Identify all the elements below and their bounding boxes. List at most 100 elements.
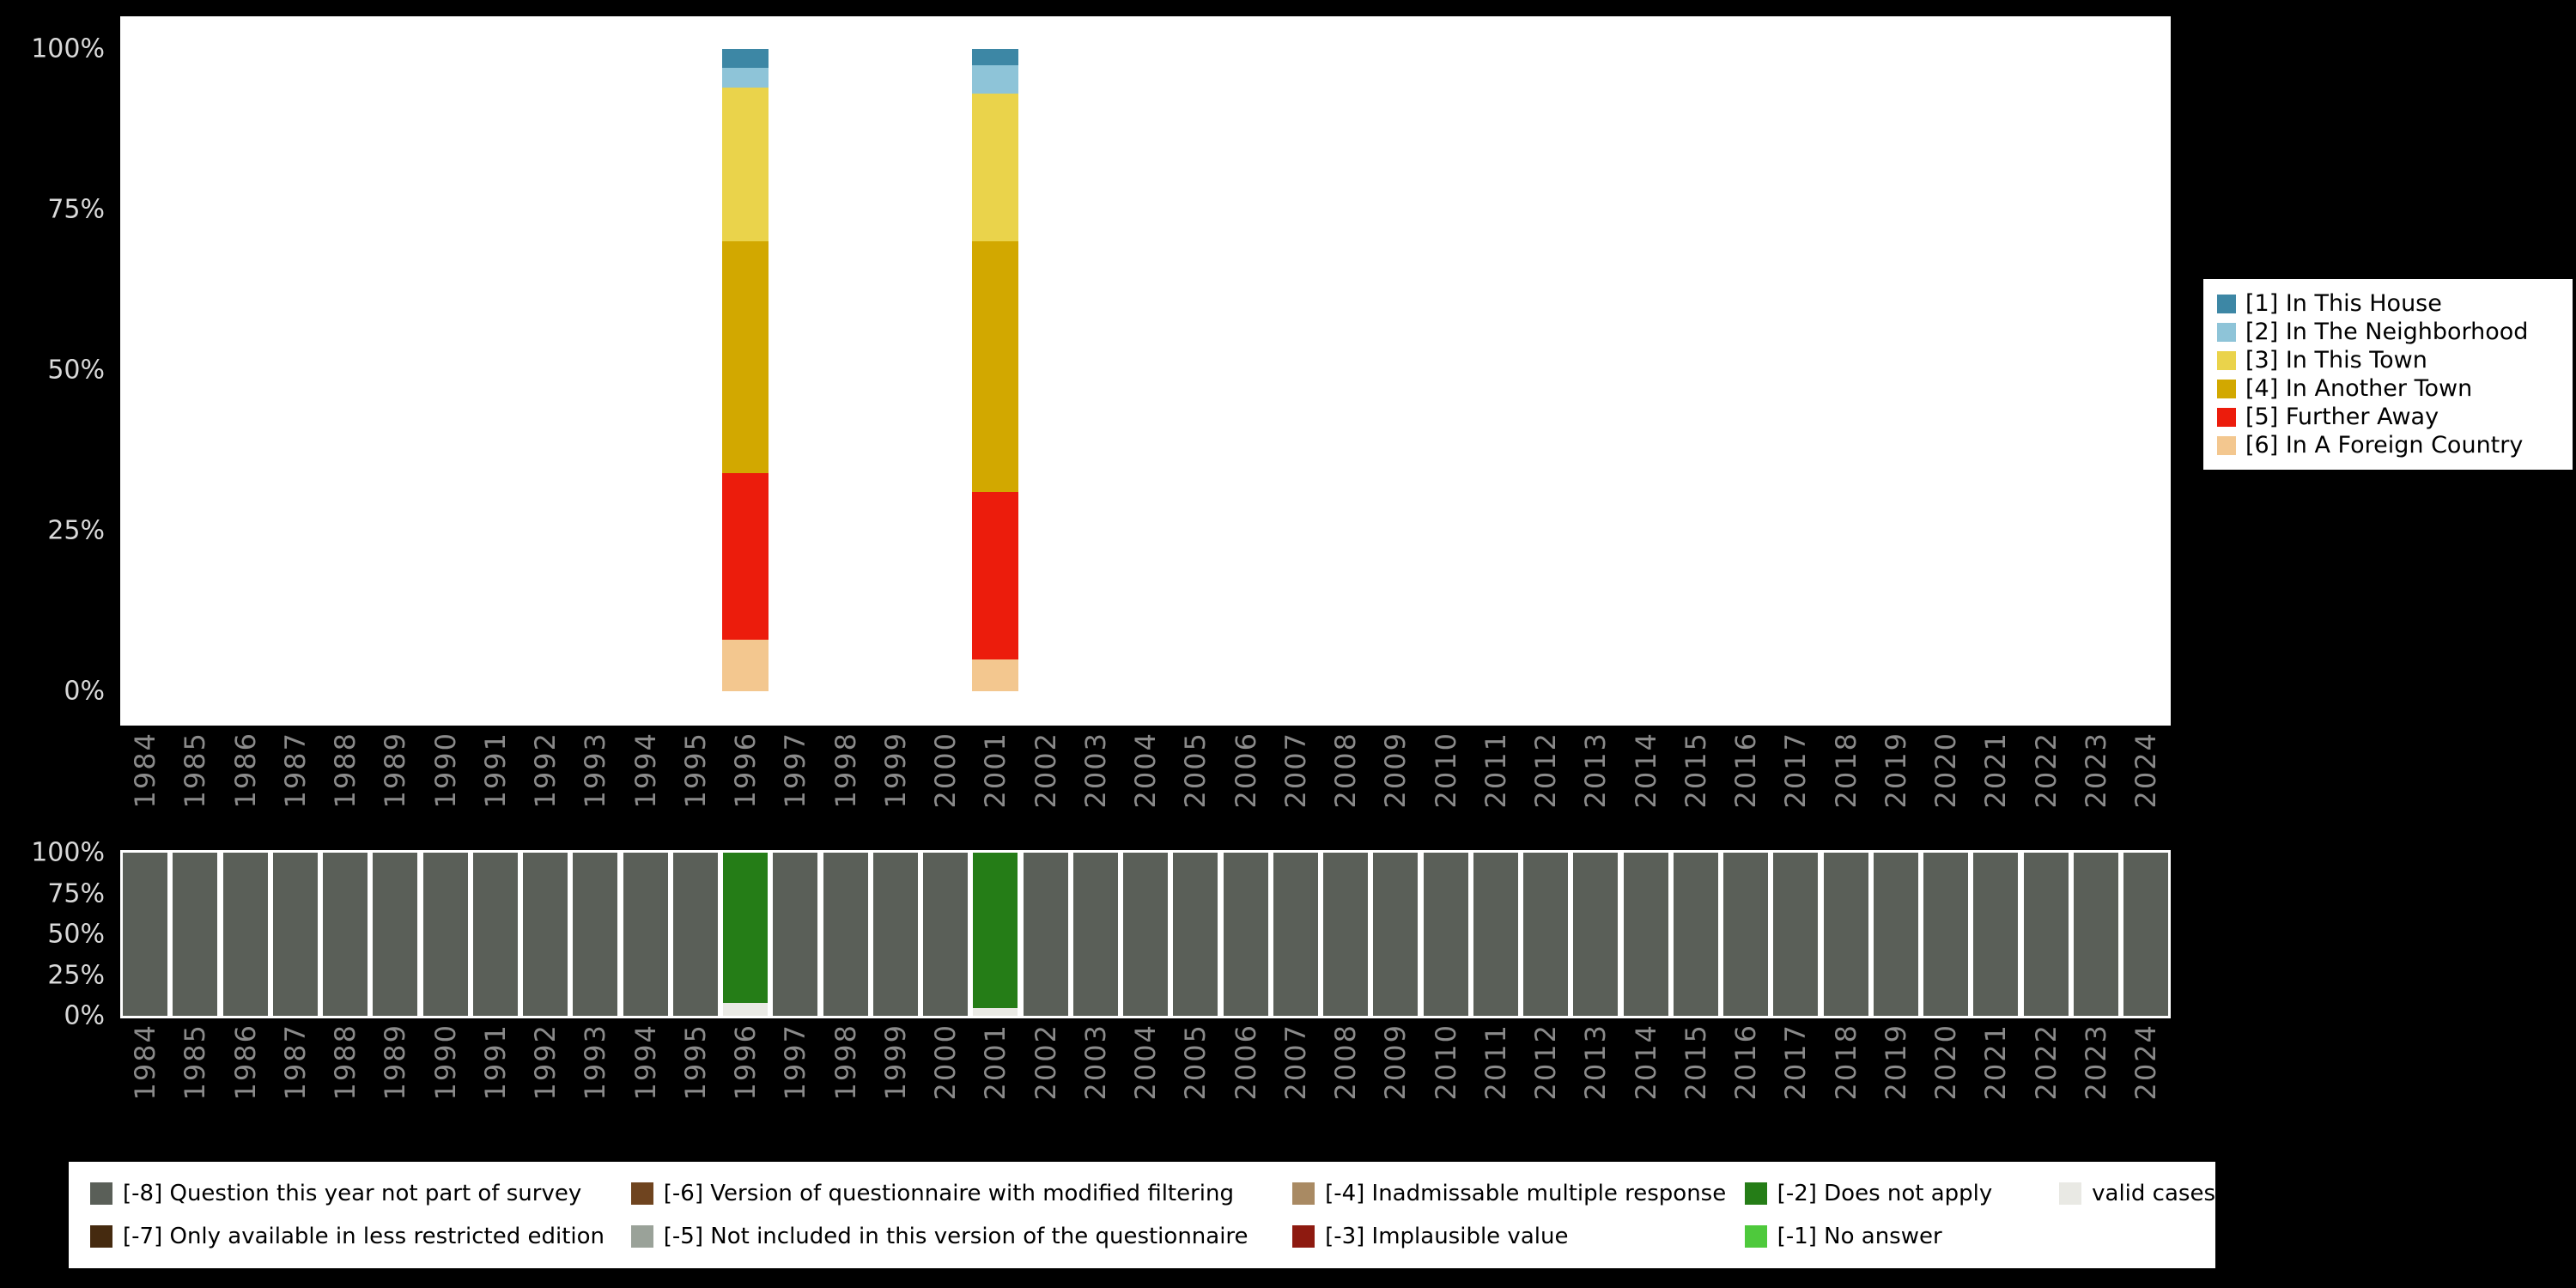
x-tick-2016: 2016 xyxy=(1721,732,1771,830)
x-tick-1985: 1985 xyxy=(170,732,220,830)
stacked-bar-1985 xyxy=(172,49,218,691)
bar-segment xyxy=(973,1007,1018,1016)
stacked-bar-1987 xyxy=(272,49,319,691)
legend-item: [-1] No answer xyxy=(1744,1215,2059,1258)
bar-column-2001 xyxy=(970,49,1020,691)
bar-segment xyxy=(723,853,769,1003)
x-axis-label: 1994 xyxy=(629,732,662,809)
stacked-bar-2008 xyxy=(1322,49,1369,691)
x-tick-2013: 2013 xyxy=(1571,732,1620,830)
stacked-bar-2013 xyxy=(1572,49,1619,691)
x-axis-label: 2010 xyxy=(1429,1024,1462,1101)
x-tick-1995: 1995 xyxy=(671,1024,720,1122)
x-tick-2015: 2015 xyxy=(1671,1024,1721,1122)
x-tick-2000: 2000 xyxy=(920,732,970,830)
x-tick-2010: 2010 xyxy=(1421,1024,1471,1122)
x-axis-label: 1993 xyxy=(579,732,612,809)
stacked-bar-2004 xyxy=(1123,853,1169,1016)
x-axis-label: 1987 xyxy=(278,732,312,809)
x-tick-2015: 2015 xyxy=(1671,732,1721,830)
missings-bars xyxy=(120,853,2171,1016)
x-tick-1991: 1991 xyxy=(471,1024,520,1122)
x-axis-label: 1993 xyxy=(579,1024,612,1101)
legend-item: [-6] Version of questionnaire with modif… xyxy=(630,1172,1292,1215)
x-axis-label: 1999 xyxy=(878,732,912,809)
bar-column-2003 xyxy=(1071,853,1121,1016)
bar-column-1991 xyxy=(471,853,520,1016)
stacked-bar-2020 xyxy=(1923,49,1969,691)
x-axis-label: 1991 xyxy=(478,732,512,809)
bar-segment xyxy=(823,853,868,1016)
stacked-bar-2021 xyxy=(1973,853,2019,1016)
x-tick-2014: 2014 xyxy=(1621,1024,1671,1122)
bar-column-1987 xyxy=(270,853,320,1016)
x-axis-label: 2022 xyxy=(2029,1024,2063,1101)
bar-column-2022 xyxy=(2021,49,2071,691)
stacked-bar-1995 xyxy=(672,853,718,1016)
x-tick-1999: 1999 xyxy=(871,732,920,830)
x-tick-2017: 2017 xyxy=(1771,1024,1820,1122)
bar-column-1988 xyxy=(320,853,370,1016)
x-axis-label: 2024 xyxy=(2129,732,2163,809)
bar-column-2018 xyxy=(1821,49,1871,691)
stacked-bar-1992 xyxy=(523,853,568,1016)
bar-column-2019 xyxy=(1871,853,1921,1016)
x-tick-2019: 2019 xyxy=(1871,732,1921,830)
y-axis-label: 75% xyxy=(47,878,105,908)
bar-column-2018 xyxy=(1821,853,1871,1016)
legend-item: [-7] Only available in less restricted e… xyxy=(90,1215,631,1258)
bar-column-1991 xyxy=(471,49,520,691)
x-axis-label: 2017 xyxy=(1779,732,1813,809)
x-axis-label: 1997 xyxy=(779,1024,812,1101)
bar-segment xyxy=(1023,853,1068,1016)
stacked-bar-1997 xyxy=(772,49,818,691)
x-axis-label: 2021 xyxy=(1979,732,2013,809)
stacked-bar-1998 xyxy=(823,853,868,1016)
stacked-bar-2000 xyxy=(923,853,969,1016)
bar-segment xyxy=(2023,853,2069,1016)
legend-item: [-5] Not included in this version of the… xyxy=(630,1215,1292,1258)
x-axis-label: 2011 xyxy=(1479,732,1512,809)
bar-column-2006 xyxy=(1221,49,1271,691)
missings-y-axis: 100% 75% 50% 25% 0% xyxy=(0,838,113,1031)
bar-segment xyxy=(972,94,1019,242)
distribution-x-axis: 1984 1985 1986 1987 1988 1989 1990 1991 1992 1993… xyxy=(120,732,2171,830)
x-tick-2010: 2010 xyxy=(1421,732,1471,830)
bar-segment xyxy=(1072,853,1118,1016)
bar-column-1988 xyxy=(320,49,370,691)
stacked-bar-2012 xyxy=(1523,853,1569,1016)
legend-swatch xyxy=(1292,1182,1315,1205)
bar-column-1994 xyxy=(621,853,671,1016)
bar-column-2000 xyxy=(920,49,970,691)
x-tick-2022: 2022 xyxy=(2021,732,2071,830)
x-tick-2003: 2003 xyxy=(1071,1024,1121,1122)
legend-label: [-7] Only available in less restricted e… xyxy=(123,1224,605,1249)
distribution-legend: [1] In This House [2] In The Neighborhood… xyxy=(2203,279,2573,470)
x-axis-label: 2001 xyxy=(979,1024,1012,1101)
stacked-bar-2003 xyxy=(1072,853,1118,1016)
x-axis-label: 2014 xyxy=(1629,732,1662,809)
x-tick-1990: 1990 xyxy=(421,732,471,830)
bar-segment xyxy=(972,64,1019,94)
stacked-bar-1998 xyxy=(823,49,869,691)
missings-plot-area xyxy=(120,850,2171,1018)
bar-segment xyxy=(523,853,568,1016)
x-tick-2019: 2019 xyxy=(1871,1024,1921,1122)
legend-label: [6] In A Foreign Country xyxy=(2245,432,2524,459)
legend-column: [-8] Question this year not part of surv… xyxy=(90,1172,631,1258)
x-tick-2017: 2017 xyxy=(1771,732,1820,830)
bar-segment xyxy=(1473,853,1518,1016)
bar-column-1990 xyxy=(421,49,471,691)
stacked-bar-2012 xyxy=(1522,49,1569,691)
bar-segment xyxy=(1923,853,1969,1016)
stacked-bar-2007 xyxy=(1273,853,1318,1016)
x-axis-label: 2017 xyxy=(1779,1024,1813,1101)
bar-column-2010 xyxy=(1421,49,1471,691)
x-axis-label: 2003 xyxy=(1078,732,1112,809)
bar-column-1984 xyxy=(120,853,170,1016)
bar-segment xyxy=(373,853,418,1016)
x-tick-2007: 2007 xyxy=(1271,732,1321,830)
x-tick-1987: 1987 xyxy=(270,732,320,830)
x-tick-1988: 1988 xyxy=(320,1024,370,1122)
x-tick-2022: 2022 xyxy=(2021,1024,2071,1122)
